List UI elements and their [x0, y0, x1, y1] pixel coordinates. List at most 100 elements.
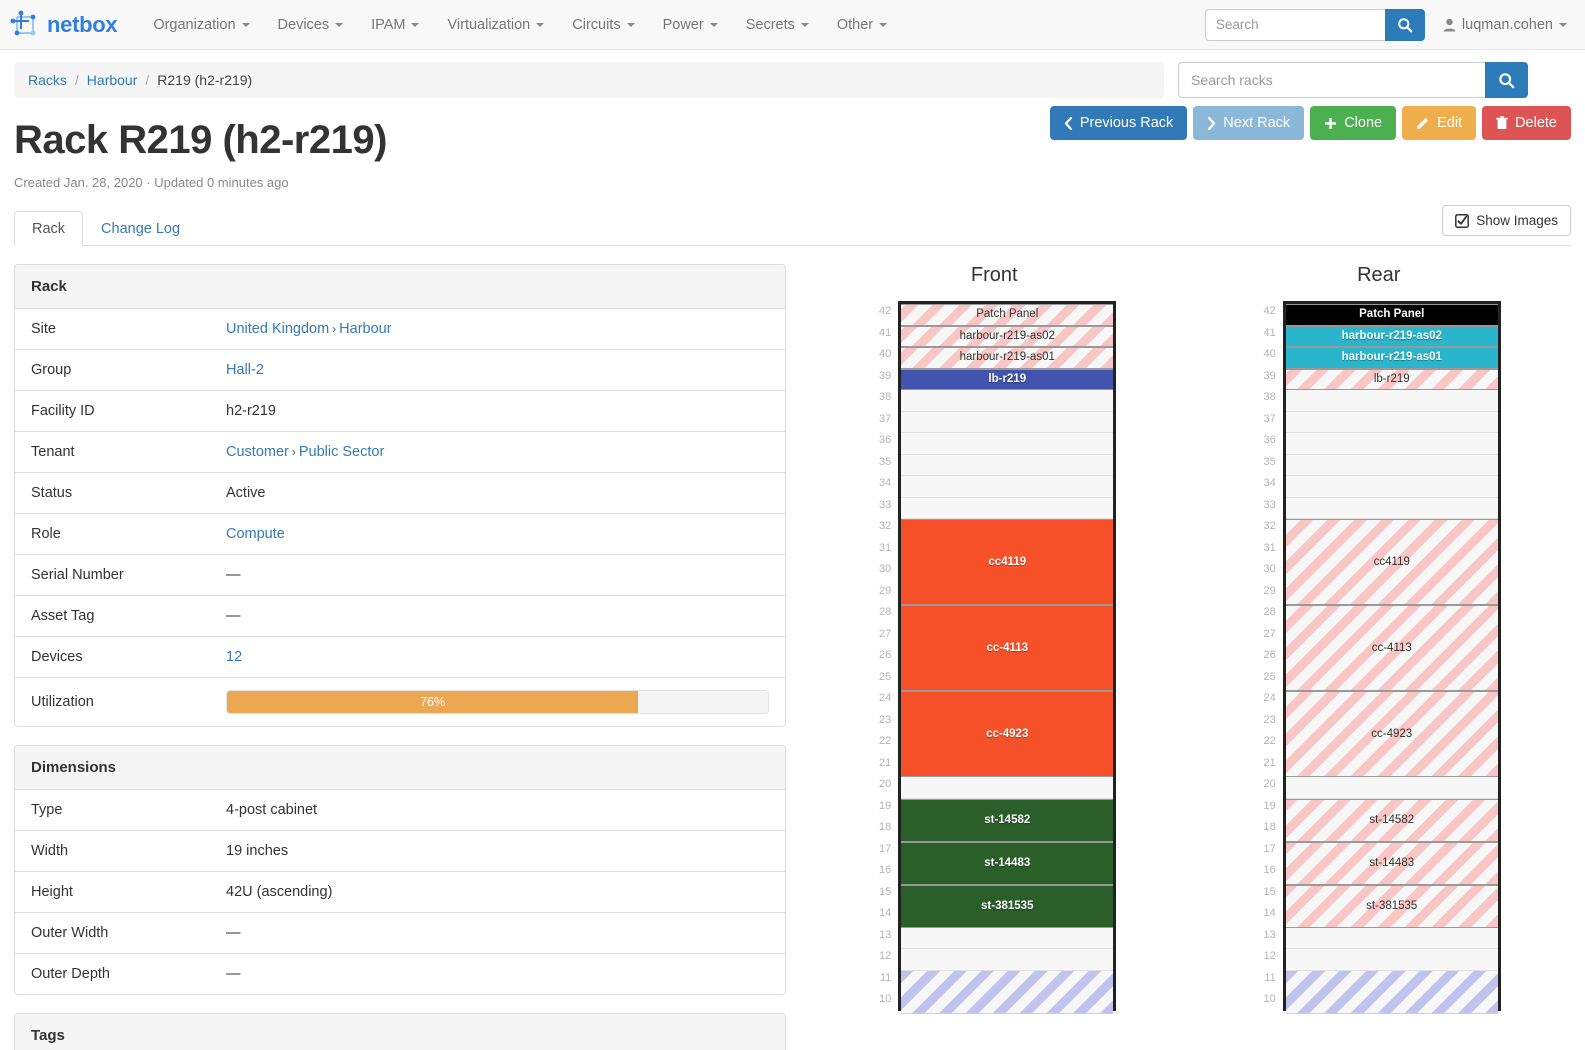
unit-number: 16 [1263, 864, 1276, 876]
group-link[interactable]: Hall-2 [226, 362, 264, 378]
rack-device[interactable]: harbour-r219-as02 [1285, 325, 1498, 347]
rack-unit-slot[interactable] [1285, 454, 1498, 476]
devices-count-link[interactable]: 12 [226, 649, 243, 665]
rack-device[interactable]: harbour-r219-as02 [901, 325, 1114, 347]
nav-item-ipam[interactable]: IPAM [357, 9, 433, 41]
edit-button[interactable]: Edit [1402, 106, 1477, 140]
unit-number: 21 [1263, 756, 1276, 769]
table-row: Site United Kingdom › Harbour [15, 309, 785, 350]
rack-unit-slot[interactable] [1285, 949, 1498, 971]
rack-device[interactable]: Patch Panel [901, 304, 1114, 326]
nav-item-secrets[interactable]: Secrets [732, 9, 823, 41]
row-label-group: Group [15, 349, 210, 391]
rack-unit-slot[interactable] [901, 454, 1114, 476]
row-value-outer-width: — [210, 912, 785, 954]
nav-item-devices[interactable]: Devices [264, 9, 358, 41]
show-images-button[interactable]: Show Images [1442, 205, 1571, 236]
rack-device[interactable]: st-14582 [1285, 798, 1498, 842]
next-rack-button[interactable]: Next Rack [1193, 106, 1305, 140]
rack-device[interactable]: cc4119 [901, 519, 1114, 605]
unit-number: 12 [879, 950, 892, 962]
table-row: Serial Number — [15, 554, 785, 596]
rack-device[interactable]: cc-4923 [1285, 691, 1498, 777]
rack-elevations: Front 42 41 40 39 38 37 36 35 34 33 32 31 30 29 28 27 26… [802, 264, 1571, 1050]
nav-item-circuits[interactable]: Circuits [558, 9, 648, 41]
rack-device[interactable]: cc-4113 [901, 605, 1114, 691]
global-search-button[interactable] [1384, 8, 1425, 41]
rack-device[interactable]: st-381535 [1285, 884, 1498, 928]
site-link[interactable]: Harbour [339, 321, 392, 337]
edit-label: Edit [1437, 115, 1463, 131]
tenant-group-link[interactable]: Customer [226, 444, 289, 460]
rack-unit-slot[interactable] [1285, 433, 1498, 455]
rack-unit-slot[interactable] [1285, 777, 1498, 799]
table-row: Utilization 76% [15, 678, 785, 727]
rack-device[interactable]: st-381535 [901, 884, 1114, 928]
page-subtitle: Created Jan. 28, 2020 · Updated 0 minute… [14, 175, 289, 190]
unit-number: 14 [879, 907, 892, 919]
row-label-height: Height [15, 871, 210, 913]
netbox-logo[interactable]: netbox [10, 10, 118, 40]
tags-panel: Tags No tags assigned [14, 1013, 786, 1050]
unit-number: 16 [879, 864, 892, 876]
tab-change-log[interactable]: Change Log [83, 211, 198, 246]
clone-button[interactable]: Clone [1310, 106, 1397, 140]
rack-unit-slot[interactable] [901, 411, 1114, 433]
chevron-down-icon [241, 22, 250, 27]
breadcrumb-item-racks[interactable]: Racks [28, 72, 67, 88]
rack-unit-slot[interactable] [901, 777, 1114, 799]
rack-unit-slot[interactable] [901, 476, 1114, 498]
tab-rack[interactable]: Rack [14, 211, 84, 246]
breadcrumb-item-harbour[interactable]: Harbour [86, 72, 138, 88]
role-link[interactable]: Compute [226, 526, 285, 542]
rack-device[interactable]: cc-4923 [901, 691, 1114, 777]
rack-device[interactable]: harbour-r219-as01 [901, 347, 1114, 369]
nav-item-power[interactable]: Power [649, 9, 732, 41]
tenant-link[interactable]: Public Sector [298, 444, 385, 460]
rack-device[interactable]: Patch Panel [1285, 304, 1498, 326]
page-header: Previous Rack Next Rack Clone Edit [0, 106, 1585, 190]
previous-rack-button[interactable]: Previous Rack [1049, 106, 1188, 140]
rack-device[interactable]: cc-4113 [1285, 605, 1498, 691]
nav-item-virtualization[interactable]: Virtualization [433, 9, 558, 41]
rack-device[interactable]: st-14582 [901, 798, 1114, 842]
nav-item-other[interactable]: Other [823, 9, 901, 41]
rack-unit-slot[interactable] [901, 433, 1114, 455]
rack-device[interactable]: st-14483 [901, 841, 1114, 885]
rack-device[interactable]: st-14483 [1285, 841, 1498, 885]
rack-unit-slot[interactable] [901, 927, 1114, 949]
site-region-link[interactable]: United Kingdom [226, 321, 330, 337]
rack-device[interactable]: lb-r219 [1285, 368, 1498, 390]
rack-unit-slot[interactable] [1285, 476, 1498, 498]
table-row: Width 19 inches [15, 830, 785, 872]
rack-device[interactable]: lb-r219 [901, 368, 1114, 390]
table-row: Height 42U (ascending) [15, 871, 785, 913]
rack-search-input[interactable] [1178, 62, 1485, 98]
rack-unit-slot[interactable] [1285, 927, 1498, 949]
reserved-unit-block[interactable] [1285, 970, 1498, 1014]
rack-unit-slot[interactable] [901, 390, 1114, 412]
unit-number: 15 [879, 885, 892, 898]
global-search-input[interactable] [1204, 8, 1385, 41]
rack-unit-slot[interactable] [1285, 411, 1498, 433]
rack-unit-slot[interactable] [1285, 390, 1498, 412]
delete-button[interactable]: Delete [1482, 106, 1571, 140]
unit-number: 18 [1263, 821, 1276, 833]
chevron-down-icon [800, 22, 809, 27]
unit-number: 10 [1263, 993, 1276, 1005]
nav-item-circuits-label: Circuits [572, 16, 621, 33]
rack-unit-slot[interactable] [1285, 497, 1498, 519]
unit-number: 17 [879, 842, 892, 855]
unit-number: 12 [1263, 950, 1276, 962]
rack-unit-slot[interactable] [901, 949, 1114, 971]
rack-search-button[interactable] [1485, 62, 1528, 98]
rack-device[interactable]: harbour-r219-as01 [1285, 347, 1498, 369]
rack-unit-slot[interactable] [901, 497, 1114, 519]
chevron-right-icon: › [332, 322, 337, 336]
user-menu[interactable]: luqman.cohen [1443, 17, 1571, 33]
reserved-unit-block[interactable] [901, 970, 1114, 1014]
plus-icon [1324, 117, 1337, 130]
nav-item-organization[interactable]: Organization [139, 9, 263, 41]
table-row: Asset Tag — [15, 595, 785, 637]
rack-device[interactable]: cc4119 [1285, 519, 1498, 605]
